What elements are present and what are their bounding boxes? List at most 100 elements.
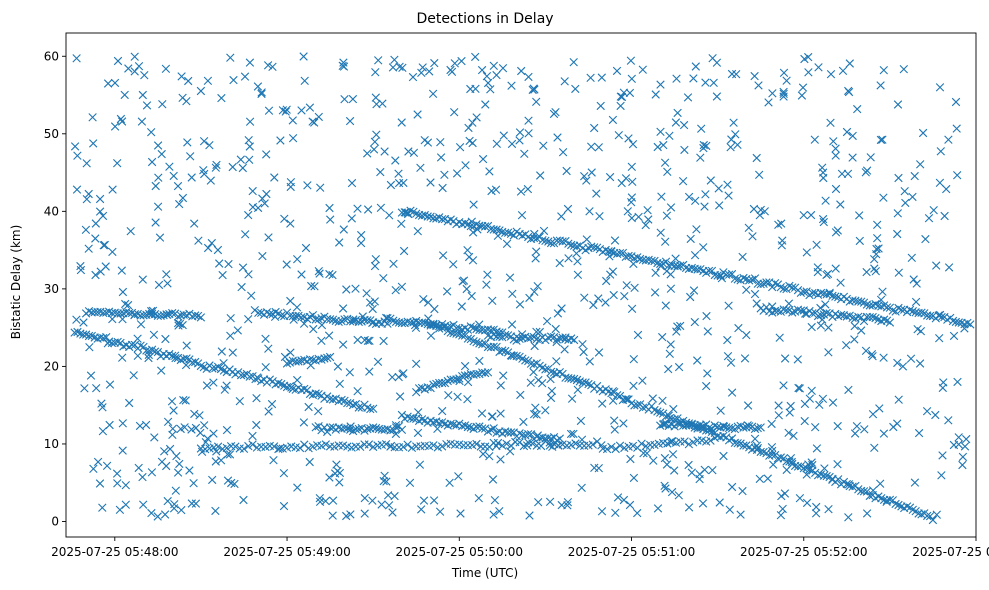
data-point (477, 409, 487, 418)
data-point (853, 104, 862, 114)
data-point (219, 359, 228, 368)
data-point (764, 98, 773, 107)
data-point (944, 263, 954, 272)
data-point (253, 373, 262, 382)
data-point (317, 355, 326, 364)
data-point (577, 435, 587, 444)
data-point (293, 255, 302, 264)
data-point (893, 358, 902, 368)
data-point (569, 429, 578, 439)
data-point (267, 399, 277, 409)
data-point (754, 81, 763, 90)
data-point (245, 58, 255, 67)
data-point (397, 219, 406, 228)
data-point (153, 202, 163, 211)
data-point (842, 127, 852, 137)
data-point (536, 171, 545, 180)
data-point (653, 407, 662, 416)
data-point (209, 378, 218, 387)
data-point (471, 52, 480, 62)
data-point (286, 219, 295, 228)
data-point (262, 150, 271, 159)
data-point (736, 510, 745, 519)
data-point (455, 143, 465, 152)
data-point (548, 442, 557, 451)
data-point (175, 459, 184, 469)
data-point (469, 323, 478, 332)
data-point (542, 317, 552, 326)
data-point (386, 441, 396, 451)
data-point (923, 511, 932, 521)
data-point (937, 471, 946, 480)
data-point (686, 292, 695, 302)
data-point (517, 66, 526, 76)
data-point (743, 401, 753, 410)
data-point (113, 479, 122, 488)
data-point (502, 239, 512, 248)
data-point (557, 500, 566, 510)
data-point (704, 423, 714, 432)
data-point (804, 52, 813, 62)
data-point (532, 247, 541, 256)
data-point (566, 429, 576, 439)
data-point (320, 354, 329, 363)
data-point (237, 282, 246, 292)
data-point (184, 76, 193, 86)
data-point (879, 429, 889, 438)
data-point (789, 431, 798, 440)
data-point (602, 444, 612, 454)
data-point (949, 440, 959, 450)
data-point (607, 442, 616, 452)
data-point (913, 325, 922, 334)
data-point (177, 505, 186, 515)
data-point (572, 375, 582, 385)
data-point (417, 415, 427, 424)
data-point (812, 240, 821, 249)
data-point (130, 67, 139, 76)
data-point (535, 327, 544, 337)
data-point (154, 280, 164, 290)
data-point (147, 128, 156, 137)
data-point (129, 371, 138, 380)
data-point (269, 442, 279, 451)
data-point (544, 237, 553, 246)
data-point (707, 266, 717, 276)
data-point (665, 131, 674, 140)
data-point (178, 193, 188, 203)
data-point (150, 347, 160, 356)
data-point (914, 428, 924, 438)
data-point (525, 511, 534, 520)
data-point (860, 425, 869, 434)
data-point (314, 112, 323, 122)
data-point (363, 424, 372, 434)
data-point (638, 403, 648, 412)
data-point (768, 282, 777, 292)
data-point (314, 267, 323, 276)
data-point (756, 423, 765, 432)
data-point (488, 412, 497, 421)
data-point (349, 315, 358, 324)
data-point (222, 425, 232, 435)
data-point (541, 365, 550, 374)
data-point (528, 439, 537, 448)
data-point (638, 65, 647, 74)
data-point (770, 279, 780, 288)
data-point (900, 187, 909, 196)
data-point (870, 443, 879, 452)
data-point (660, 158, 670, 167)
data-point (626, 454, 635, 464)
data-point (335, 238, 344, 247)
data-point (727, 69, 737, 79)
data-point (175, 319, 185, 329)
data-point (475, 356, 484, 366)
data-point (702, 311, 711, 321)
data-point (759, 447, 768, 457)
data-point (328, 511, 337, 520)
data-point (388, 508, 397, 517)
data-point (308, 311, 318, 320)
data-point (523, 184, 533, 194)
data-point (555, 434, 564, 443)
data-point (811, 423, 820, 432)
data-point (723, 335, 732, 345)
data-point (738, 252, 747, 262)
